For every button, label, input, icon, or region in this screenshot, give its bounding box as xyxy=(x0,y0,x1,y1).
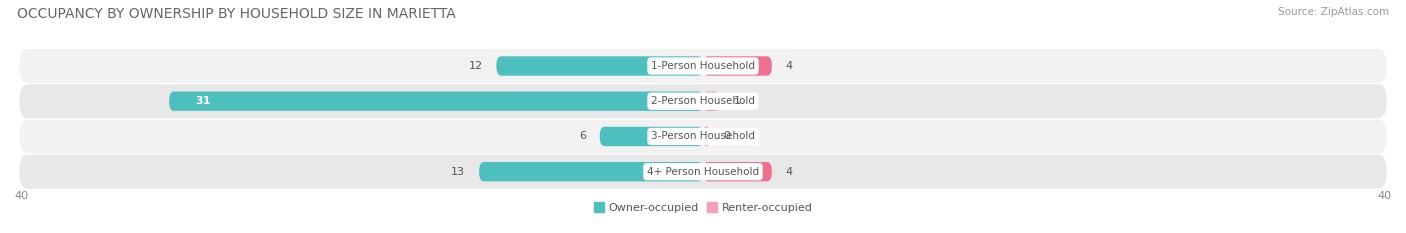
Text: 4: 4 xyxy=(786,167,793,177)
FancyBboxPatch shape xyxy=(169,92,703,111)
Text: 12: 12 xyxy=(468,61,482,71)
Text: 1: 1 xyxy=(734,96,741,106)
Text: 2-Person Household: 2-Person Household xyxy=(651,96,755,106)
Text: 4+ Person Household: 4+ Person Household xyxy=(647,167,759,177)
FancyBboxPatch shape xyxy=(479,162,703,181)
Text: 40: 40 xyxy=(1378,192,1392,201)
FancyBboxPatch shape xyxy=(20,155,1386,188)
FancyBboxPatch shape xyxy=(703,92,720,111)
Text: 6: 6 xyxy=(579,131,586,141)
Text: OCCUPANCY BY OWNERSHIP BY HOUSEHOLD SIZE IN MARIETTA: OCCUPANCY BY OWNERSHIP BY HOUSEHOLD SIZE… xyxy=(17,7,456,21)
Text: 13: 13 xyxy=(451,167,465,177)
FancyBboxPatch shape xyxy=(703,127,710,146)
FancyBboxPatch shape xyxy=(703,56,772,76)
Text: 1-Person Household: 1-Person Household xyxy=(651,61,755,71)
Text: 4: 4 xyxy=(786,61,793,71)
FancyBboxPatch shape xyxy=(703,162,772,181)
FancyBboxPatch shape xyxy=(20,49,1386,83)
Text: 40: 40 xyxy=(14,192,28,201)
Text: 31: 31 xyxy=(195,96,211,106)
Text: Source: ZipAtlas.com: Source: ZipAtlas.com xyxy=(1278,7,1389,17)
FancyBboxPatch shape xyxy=(20,84,1386,118)
FancyBboxPatch shape xyxy=(20,120,1386,153)
FancyBboxPatch shape xyxy=(599,127,703,146)
FancyBboxPatch shape xyxy=(496,56,703,76)
Text: 0: 0 xyxy=(724,131,731,141)
Text: 3-Person Household: 3-Person Household xyxy=(651,131,755,141)
Legend: Owner-occupied, Renter-occupied: Owner-occupied, Renter-occupied xyxy=(589,198,817,217)
